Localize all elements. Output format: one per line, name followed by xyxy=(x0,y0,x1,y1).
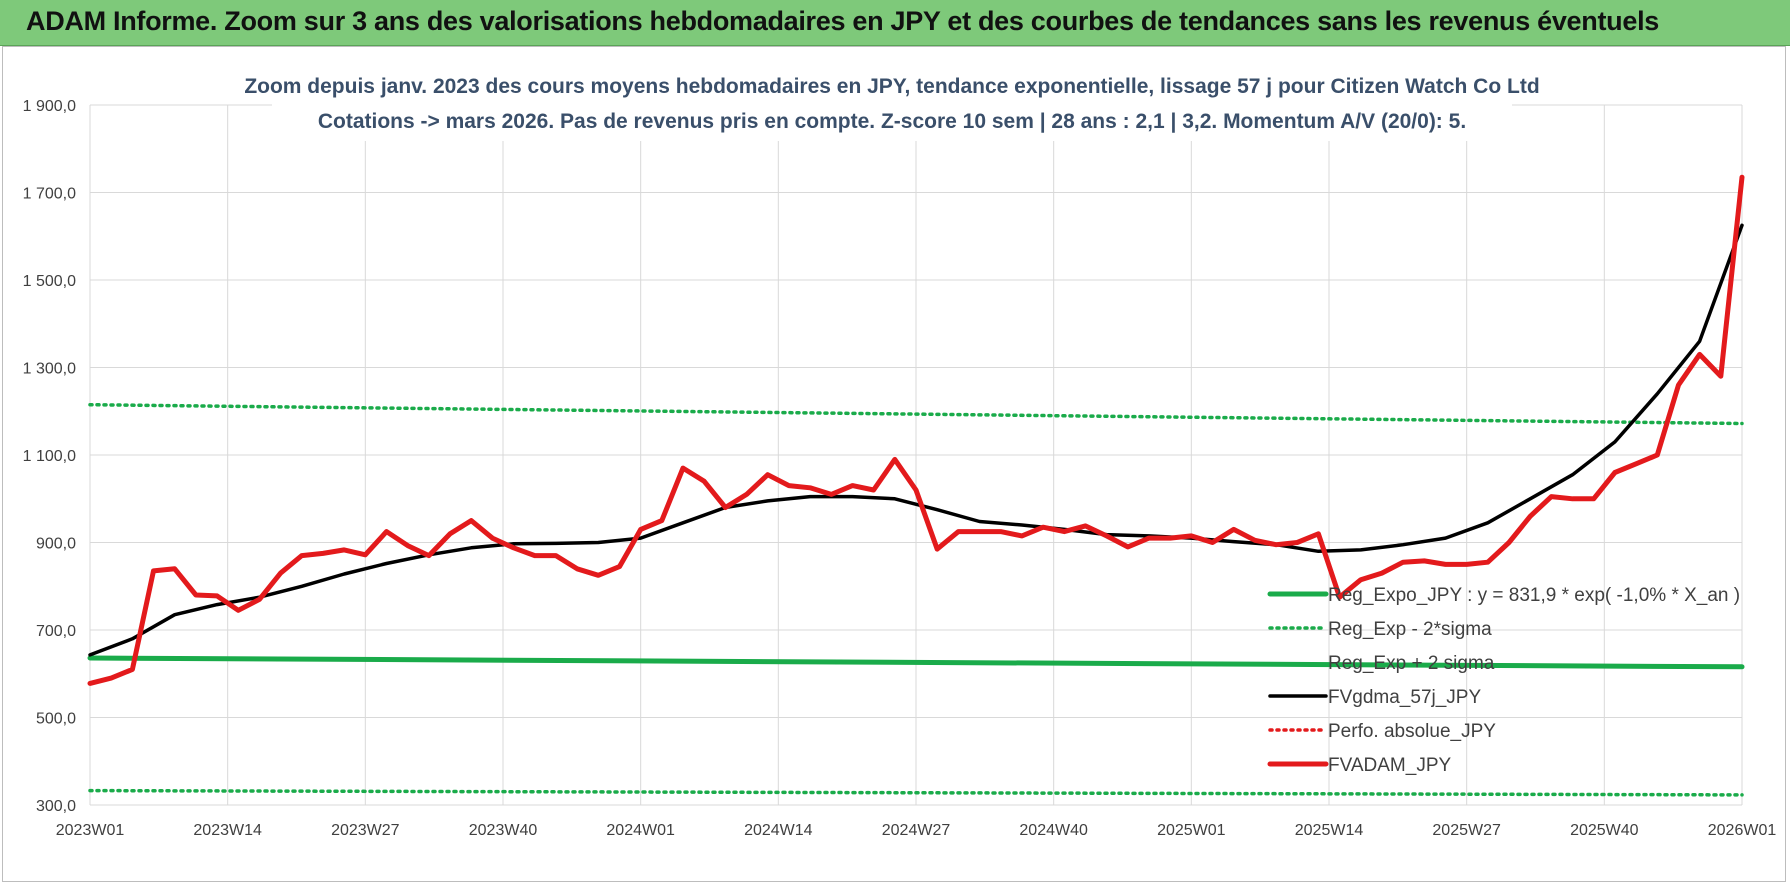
y-tick-label: 700,0 xyxy=(36,623,76,640)
y-tick-label: 300,0 xyxy=(36,798,76,815)
legend-label: FVADAM_JPY xyxy=(1328,755,1452,776)
chart-title-line-1: Zoom depuis janv. 2023 des cours moyens … xyxy=(244,75,1539,98)
x-tick-label: 2023W14 xyxy=(193,822,262,839)
series-line-reg-exp-2-sigma xyxy=(88,788,1744,797)
x-tick-label: 2026W01 xyxy=(1708,822,1777,839)
series-line-fvadam-jpy xyxy=(87,174,1745,686)
y-tick-label: 1 900,0 xyxy=(23,98,76,115)
y-axis-tick-labels: 1 900,0 1 700,0 1 500,0 1 300,0 1 100,0 900,0… xyxy=(23,98,76,815)
page-title: ADAM Informe. Zoom sur 3 ans des valoris… xyxy=(26,6,1659,36)
series-line-reg-expo-jpy-y-831-9-exp-1-0-x-an xyxy=(87,655,1745,670)
y-tick-label: 1 500,0 xyxy=(23,273,76,290)
y-tick-label: 1 100,0 xyxy=(23,448,76,465)
x-tick-label: 2023W01 xyxy=(56,822,125,839)
legend-label: Perfo. absolue_JPY xyxy=(1328,721,1496,742)
x-tick-label: 2023W27 xyxy=(331,822,400,839)
x-tick-label: 2024W14 xyxy=(744,822,813,839)
series-line-fvgdma-57j-jpy xyxy=(88,223,1744,657)
x-tick-label: 2024W27 xyxy=(882,822,951,839)
series-line-reg-exp-2-sigma xyxy=(88,402,1744,426)
x-tick-label: 2025W27 xyxy=(1432,822,1501,839)
x-tick-label: 2024W40 xyxy=(1019,822,1088,839)
x-tick-label: 2024W01 xyxy=(606,822,675,839)
y-tick-label: 1 300,0 xyxy=(23,361,76,378)
header-banner: ADAM Informe. Zoom sur 3 ans des valoris… xyxy=(0,0,1790,46)
y-tick-label: 900,0 xyxy=(36,536,76,553)
grid xyxy=(89,104,1743,806)
legend-label: Reg_Expo_JPY : y = 831,9 * exp( -1,0% * … xyxy=(1328,585,1740,606)
series-lines xyxy=(87,174,1745,797)
title-background xyxy=(272,67,1512,141)
legend-label: FVgdma_57j_JPY xyxy=(1328,687,1481,708)
chart-title-line-2: Cotations -> mars 2026. Pas de revenus p… xyxy=(318,110,1466,133)
y-tick-label: 1 700,0 xyxy=(23,186,76,203)
chart-legend: Reg_Expo_JPY : y = 831,9 * exp( -1,0% * … xyxy=(1267,585,1740,776)
x-tick-label: 2025W14 xyxy=(1295,822,1364,839)
x-axis-tick-labels: 2023W01 2023W14 2023W27 2023W40 2024W01 2024W… xyxy=(56,822,1777,839)
legend-label: Reg_Exp - 2*sigma xyxy=(1328,619,1492,640)
x-tick-label: 2025W01 xyxy=(1157,822,1226,839)
y-tick-label: 500,0 xyxy=(36,711,76,728)
legend-label: Reg_Exp + 2 sigma xyxy=(1328,653,1495,674)
x-tick-label: 2023W40 xyxy=(469,822,538,839)
x-tick-label: 2025W40 xyxy=(1570,822,1639,839)
chart-frame xyxy=(2,46,1786,882)
